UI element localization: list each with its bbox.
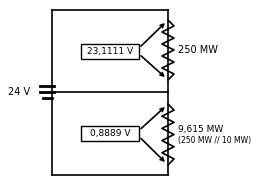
FancyBboxPatch shape: [81, 43, 139, 58]
Text: (250 MW // 10 MW): (250 MW // 10 MW): [178, 136, 251, 145]
Text: 250 MW: 250 MW: [178, 45, 218, 55]
Text: 9,615 MW: 9,615 MW: [178, 125, 223, 134]
FancyBboxPatch shape: [81, 126, 139, 141]
Text: 23,1111 V: 23,1111 V: [87, 46, 133, 56]
Text: 24 V: 24 V: [8, 87, 30, 97]
Text: 0,8889 V: 0,8889 V: [90, 129, 130, 138]
